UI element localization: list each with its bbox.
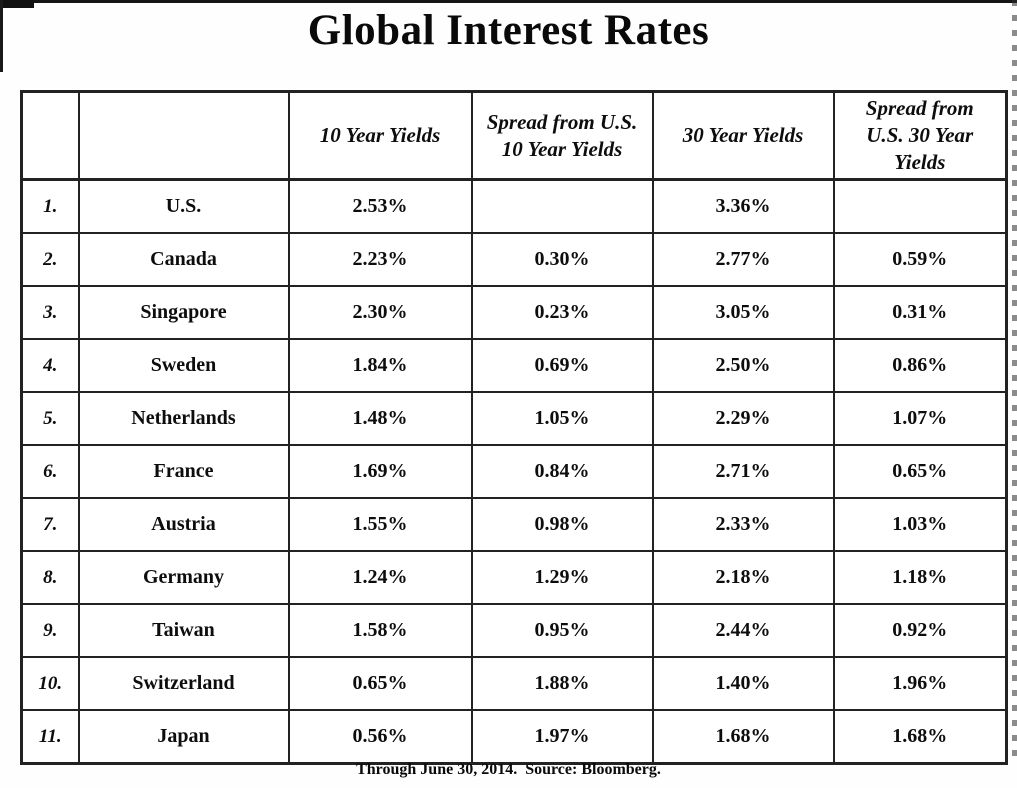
table-row: 8. Germany 1.24% 1.29% 2.18% 1.18%: [20, 550, 1008, 605]
table-row: 3. Singapore 2.30% 0.23% 3.05% 0.31%: [20, 285, 1008, 340]
header-spread-30y-cell: Spread from U.S. 30 Year Yields: [832, 90, 1008, 181]
country-cell: Germany: [77, 550, 290, 605]
spread-30y-cell: 1.07%: [832, 391, 1008, 446]
yield-10y-cell: 0.65%: [287, 656, 473, 711]
yield-30y-cell: 3.36%: [651, 178, 835, 234]
spread-10y-cell: 0.30%: [470, 232, 654, 287]
row-number-cell: 1.: [20, 178, 80, 234]
spread-30y-cell: 0.86%: [832, 338, 1008, 393]
header-10y-yields-cell: 10 Year Yields: [287, 90, 473, 181]
row-number-cell: 4.: [20, 338, 80, 393]
table-row: 11. Japan 0.56% 1.97% 1.68% 1.68%: [20, 709, 1008, 765]
table-row: 10. Switzerland 0.65% 1.88% 1.40% 1.96%: [20, 656, 1008, 711]
spread-30y-cell: 1.18%: [832, 550, 1008, 605]
row-number-cell: 8.: [20, 550, 80, 605]
row-number-cell: 3.: [20, 285, 80, 340]
table-row: 6. France 1.69% 0.84% 2.71% 0.65%: [20, 444, 1008, 499]
table-header-row: 10 Year Yields Spread from U.S. 10 Year …: [20, 90, 1008, 181]
yield-10y-cell: 1.24%: [287, 550, 473, 605]
yield-30y-cell: 2.44%: [651, 603, 835, 658]
row-number-cell: 9.: [20, 603, 80, 658]
row-number-cell: 10.: [20, 656, 80, 711]
yield-10y-cell: 1.84%: [287, 338, 473, 393]
country-cell: U.S.: [77, 178, 290, 234]
spread-10y-cell: [470, 178, 654, 234]
spread-10y-cell: 0.95%: [470, 603, 654, 658]
spread-30y-cell: 1.96%: [832, 656, 1008, 711]
table-row: 1. U.S. 2.53% 3.36%: [20, 178, 1008, 234]
yield-30y-cell: 2.18%: [651, 550, 835, 605]
country-cell: Netherlands: [77, 391, 290, 446]
scan-artifact-top-edge: [0, 0, 1017, 3]
yield-10y-cell: 1.55%: [287, 497, 473, 552]
yield-10y-cell: 0.56%: [287, 709, 473, 765]
row-number-cell: 6.: [20, 444, 80, 499]
scan-artifact-top-left-mark: [0, 0, 34, 8]
spread-30y-cell: 1.03%: [832, 497, 1008, 552]
interest-rates-table: 10 Year Yields Spread from U.S. 10 Year …: [20, 90, 1008, 765]
spread-10y-cell: 1.88%: [470, 656, 654, 711]
table-row: 5. Netherlands 1.48% 1.05% 2.29% 1.07%: [20, 391, 1008, 446]
table-header: 10 Year Yields Spread from U.S. 10 Year …: [20, 90, 1008, 181]
yield-10y-cell: 1.48%: [287, 391, 473, 446]
header-country-cell: [77, 90, 290, 181]
spread-10y-cell: 0.23%: [470, 285, 654, 340]
header-30y-yields-cell: 30 Year Yields: [651, 90, 835, 181]
country-cell: Taiwan: [77, 603, 290, 658]
table-body: 1. U.S. 2.53% 3.36% 2. Canada 2.23% 0.30…: [20, 178, 1008, 765]
table-row: 9. Taiwan 1.58% 0.95% 2.44% 0.92%: [20, 603, 1008, 658]
country-cell: Japan: [77, 709, 290, 765]
spread-10y-cell: 0.69%: [470, 338, 654, 393]
yield-10y-cell: 2.30%: [287, 285, 473, 340]
header-spread-10y-cell: Spread from U.S. 10 Year Yields: [470, 90, 654, 181]
spread-10y-cell: 1.97%: [470, 709, 654, 765]
yield-10y-cell: 1.69%: [287, 444, 473, 499]
yield-30y-cell: 2.33%: [651, 497, 835, 552]
spread-10y-cell: 1.05%: [470, 391, 654, 446]
scan-artifact-left-edge: [0, 0, 3, 72]
row-number-cell: 11.: [20, 709, 80, 765]
spread-30y-cell: 0.59%: [832, 232, 1008, 287]
spread-10y-cell: 1.29%: [470, 550, 654, 605]
country-cell: Austria: [77, 497, 290, 552]
spread-30y-cell: 0.65%: [832, 444, 1008, 499]
yield-10y-cell: 2.23%: [287, 232, 473, 287]
spread-30y-cell: 0.92%: [832, 603, 1008, 658]
page-title: Global Interest Rates: [307, 7, 710, 54]
country-cell: Sweden: [77, 338, 290, 393]
spread-30y-cell: 0.31%: [832, 285, 1008, 340]
yield-10y-cell: 2.53%: [287, 178, 473, 234]
country-cell: France: [77, 444, 290, 499]
country-cell: Switzerland: [77, 656, 290, 711]
yield-30y-cell: 2.50%: [651, 338, 835, 393]
spread-30y-cell: [832, 178, 1008, 234]
yield-10y-cell: 1.58%: [287, 603, 473, 658]
table-row: 2. Canada 2.23% 0.30% 2.77% 0.59%: [20, 232, 1008, 287]
source-footnote: Through June 30, 2014. Source: Bloomberg…: [356, 761, 661, 778]
yield-30y-cell: 3.05%: [651, 285, 835, 340]
table-row: 4. Sweden 1.84% 0.69% 2.50% 0.86%: [20, 338, 1008, 393]
table-row: 7. Austria 1.55% 0.98% 2.33% 1.03%: [20, 497, 1008, 552]
row-number-cell: 7.: [20, 497, 80, 552]
yield-30y-cell: 2.29%: [651, 391, 835, 446]
spread-30y-cell: 1.68%: [832, 709, 1008, 765]
yield-30y-cell: 2.71%: [651, 444, 835, 499]
row-number-cell: 2.: [20, 232, 80, 287]
country-cell: Singapore: [77, 285, 290, 340]
country-cell: Canada: [77, 232, 290, 287]
row-number-cell: 5.: [20, 391, 80, 446]
spread-10y-cell: 0.84%: [470, 444, 654, 499]
yield-30y-cell: 1.68%: [651, 709, 835, 765]
yield-30y-cell: 2.77%: [651, 232, 835, 287]
scan-artifact-right-edge: [1012, 0, 1017, 758]
yield-30y-cell: 1.40%: [651, 656, 835, 711]
header-rank-cell: [20, 90, 80, 181]
spread-10y-cell: 0.98%: [470, 497, 654, 552]
